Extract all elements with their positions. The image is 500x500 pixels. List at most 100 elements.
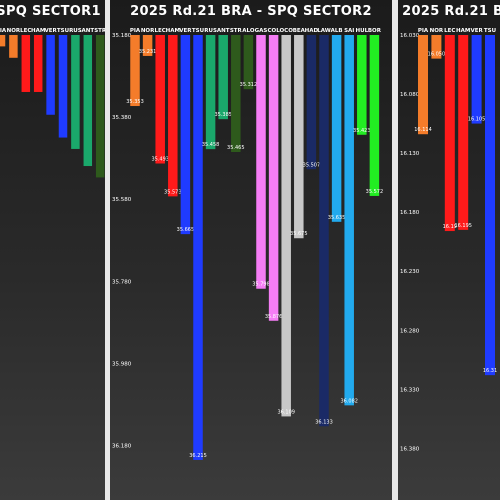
category-label: HAM [31,28,45,34]
value-label: 35.665 [177,227,195,233]
bar-rus [205,35,216,150]
category-label: PIA [130,28,141,34]
bar-ham [458,35,469,230]
value-label: 35.493 [151,157,169,163]
bar-nor [431,35,442,59]
value-label: 16.31 [483,368,497,374]
y-tick-label: 35.780 [112,279,132,285]
category-label: LEC [444,28,455,34]
y-tick-label: 35.380 [112,115,132,121]
category-label: BEA [293,28,306,34]
value-label: 35.675 [290,231,308,237]
value-label: 35.458 [202,142,220,148]
value-label: 16.050 [428,52,446,58]
value-label: 36.133 [315,419,333,425]
bar-pia [0,35,6,47]
category-label: LEC [20,28,31,34]
bar-lec [444,35,455,232]
bar-nor [142,35,153,56]
bar-ham [33,35,43,92]
bar-lec [21,35,31,92]
value-label: 16.19 [443,224,457,230]
y-tick-label: 35.180 [112,33,132,39]
y-tick-label: 16.080 [400,92,420,98]
value-label: 35.573 [164,189,182,195]
category-label: NOR [7,28,21,34]
value-label: 35.465 [227,145,245,151]
value-label: 35.507 [303,162,321,168]
category-label: OCO [280,28,294,34]
bar-ant [83,35,93,167]
category-label: STR [94,28,105,34]
value-label: 35.876 [265,314,283,320]
y-tick-label: 35.980 [112,361,132,367]
sector2-chart: 2025 Rd.21 BRA - SPQ SECTOR2 35.180 35.38… [110,0,392,500]
bar-str [95,35,105,178]
bar-had [306,35,317,170]
bar-nor [9,35,18,58]
value-label: 35.423 [353,128,371,134]
bar-bea [294,35,304,239]
category-label: GAS [255,28,268,34]
category-label: VER [470,28,483,34]
bar-col [268,35,279,321]
bar-sai [344,35,354,406]
y-tick-label: 36.180 [112,444,132,450]
value-label: 36.109 [277,409,295,415]
bar-tsu [485,35,495,376]
bar-gas [256,35,266,289]
category-label: ANT [81,28,94,34]
bar-ant [218,35,228,120]
bar-pia [130,35,140,107]
bar-lec [155,35,165,164]
bar-alb [331,35,342,222]
chart-title: 2025 Rd.21 BRA - SPQ SECTOR1 [0,4,101,19]
value-label: 35.385 [214,112,232,118]
value-label: 36.215 [189,453,207,459]
category-label: COL [267,28,280,34]
value-label: 35.798 [252,282,270,288]
bar-tsu [58,35,68,138]
bar-ham [168,35,178,197]
bar-tsu [193,35,203,460]
category-label: ANT [217,28,230,34]
y-tick-label: 16.330 [400,387,420,393]
category-label: ALO [242,28,255,34]
sector1-chart: 2025 Rd.21 BRA - SPQ SECTOR1 PIANORLECHA… [0,0,105,500]
category-label: SAI [344,28,354,34]
category-label: VER [179,28,192,34]
category-label: ALB [331,28,343,34]
bar-ver [46,35,55,115]
value-label: 16.105 [468,117,486,123]
bar-ver [180,35,191,235]
value-label: 16.195 [454,223,472,229]
sector3-plot: 16.030 16.080 16.130 16.180 16.230 16.280 16.3… [400,28,497,452]
chart-title: 2025 Rd.21 BRA - SPQ SECTOR2 [130,4,372,19]
category-label: VER [44,28,57,34]
bar-law [319,35,329,427]
chart-title: 2025 Rd.21 BRA - SPQ SECTOR3 [402,4,500,19]
category-label: HAM [456,28,470,34]
category-label: HUL [356,28,369,34]
category-label: TSU [192,28,204,34]
category-label: NOR [430,28,444,34]
category-label: RUS [204,28,217,34]
y-tick-label: 16.230 [400,269,420,275]
bar-alo [243,35,254,90]
y-tick-label: 35.580 [112,197,132,203]
value-label: 35.572 [366,189,384,195]
value-label: 35.231 [139,49,157,55]
category-label: HAD [305,28,319,34]
category-label: LEC [155,28,166,34]
value-label: 16.114 [414,127,432,133]
sector2-plot: 35.180 35.380 35.580 35.780 35.980 36.180 PIA 3… [112,28,384,460]
value-label: 35.635 [328,215,346,221]
bar-str [231,35,241,153]
category-label: TSU [57,28,69,34]
y-tick-label: 16.030 [400,33,420,39]
category-label: PIA [418,28,429,34]
bar-bor [369,35,380,196]
category-label: LAW [317,28,331,34]
value-label: 35.312 [240,82,258,88]
